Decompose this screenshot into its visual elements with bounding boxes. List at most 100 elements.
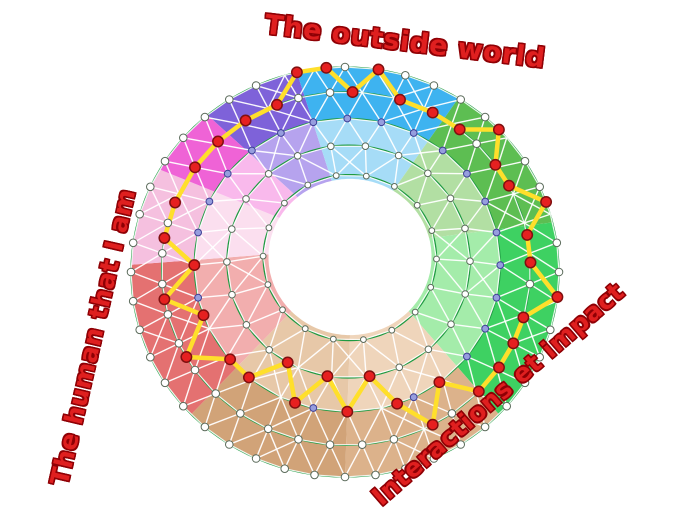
red-node <box>521 228 534 241</box>
sector-blue <box>312 118 429 191</box>
purple-node <box>343 114 352 123</box>
red-node <box>158 232 171 244</box>
white-node <box>279 306 286 314</box>
white-node <box>223 258 231 266</box>
red-node <box>517 311 530 324</box>
white-node <box>293 152 302 160</box>
white-node <box>520 156 530 166</box>
purple-node <box>309 404 318 412</box>
white-node <box>146 352 155 362</box>
white-node <box>251 81 261 90</box>
white-node <box>200 422 210 432</box>
white-node <box>160 378 170 388</box>
red-node <box>453 123 466 136</box>
white-node <box>525 279 535 289</box>
white-node <box>158 279 167 289</box>
red-node <box>493 361 505 374</box>
white-node <box>236 409 245 418</box>
red-node <box>426 106 439 119</box>
red-node <box>433 376 446 389</box>
white-node <box>163 310 173 319</box>
white-node <box>535 352 545 362</box>
white-node <box>265 224 273 232</box>
white-node <box>546 325 555 335</box>
white-node <box>502 401 512 411</box>
white-node <box>472 139 481 148</box>
purple-node <box>492 228 501 237</box>
white-node <box>280 464 290 474</box>
nodes <box>126 61 564 482</box>
white-node <box>371 470 380 480</box>
white-node <box>225 95 234 104</box>
sector-tan-dark <box>191 366 348 477</box>
white-node <box>310 470 319 480</box>
white-node <box>263 424 273 434</box>
red-node <box>239 114 252 127</box>
red-node <box>188 259 201 272</box>
purple-node <box>248 146 256 155</box>
white-node <box>135 209 144 219</box>
white-node <box>265 346 274 354</box>
white-node <box>294 93 303 103</box>
white-node <box>552 238 562 248</box>
white-node <box>480 422 490 432</box>
white-node <box>128 296 138 306</box>
red-node <box>320 61 333 74</box>
red-node <box>426 418 439 431</box>
white-node <box>554 267 564 277</box>
white-node <box>520 378 530 388</box>
red-node <box>503 179 515 192</box>
white-node <box>228 290 236 299</box>
red-node <box>394 93 406 106</box>
white-node <box>401 464 410 474</box>
white-node <box>264 170 273 178</box>
purple-node <box>194 293 203 302</box>
white-node <box>158 249 167 258</box>
red-node <box>281 356 294 369</box>
sector-green-bright <box>457 222 559 415</box>
white-node <box>242 321 251 329</box>
red-node <box>363 370 376 383</box>
red-node <box>341 405 354 418</box>
white-node <box>301 325 309 333</box>
white-node <box>427 283 435 291</box>
white-node <box>429 81 439 90</box>
purple-node <box>463 352 471 361</box>
white-node <box>179 133 188 143</box>
white-node <box>200 112 210 122</box>
white-node <box>456 440 466 449</box>
purple-node <box>377 118 386 127</box>
white-node <box>413 201 421 209</box>
purple-node <box>409 129 418 137</box>
white-node <box>401 71 410 80</box>
red-node <box>197 309 210 322</box>
white-node <box>128 238 138 248</box>
white-node <box>433 255 440 263</box>
red-node <box>507 337 520 350</box>
white-node <box>411 308 419 316</box>
red-node <box>372 63 385 76</box>
red-node <box>189 161 201 174</box>
white-node <box>126 267 136 277</box>
white-node <box>535 182 545 192</box>
white-node <box>163 218 173 228</box>
white-node <box>389 435 399 444</box>
white-node <box>446 194 455 203</box>
white-node <box>388 326 396 334</box>
white-node <box>174 339 184 348</box>
white-node <box>456 95 466 104</box>
red-node <box>289 396 301 409</box>
red-node <box>321 370 334 383</box>
white-node <box>325 440 335 450</box>
white-node <box>340 472 350 482</box>
white-node <box>394 151 403 160</box>
white-node <box>447 320 455 329</box>
red-node <box>489 158 502 171</box>
red-node <box>524 256 537 269</box>
red-node <box>540 195 553 208</box>
sector-salmon <box>131 260 238 415</box>
white-node <box>395 363 404 372</box>
sector-green-bright <box>408 229 501 367</box>
white-node <box>160 156 170 166</box>
